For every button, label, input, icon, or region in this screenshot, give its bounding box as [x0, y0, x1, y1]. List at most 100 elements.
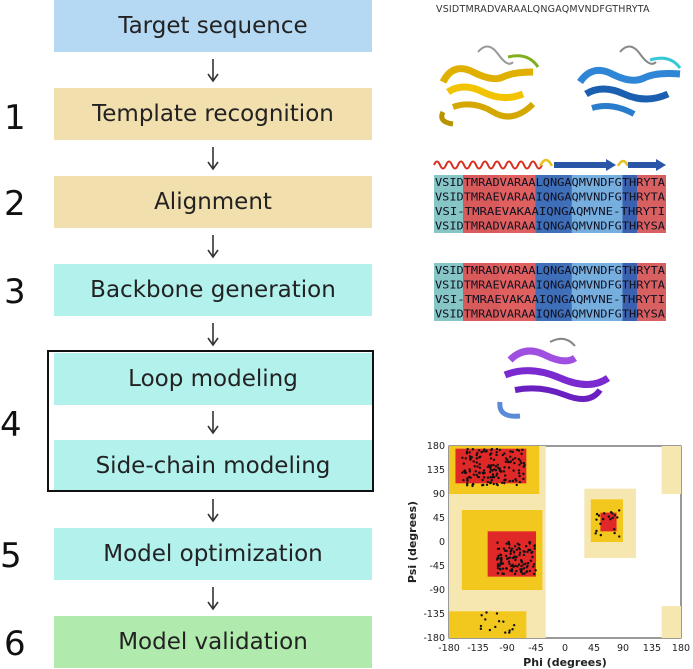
x-tick-label: -90 — [499, 643, 515, 654]
residue-point — [501, 567, 505, 570]
alignment-column — [477, 263, 486, 321]
step-label: Model optimization — [103, 541, 323, 567]
residue-point — [490, 447, 494, 451]
residue-point — [526, 561, 530, 565]
generous-region — [661, 446, 681, 494]
step-number-3: 3 — [4, 272, 26, 312]
residue-point — [507, 540, 510, 544]
residue-point — [613, 531, 616, 535]
residue-point — [522, 563, 525, 566]
residue-point — [516, 448, 519, 452]
alignment-column — [492, 263, 500, 321]
alignment-column — [658, 175, 666, 233]
residue-point — [482, 476, 486, 479]
residue-point — [492, 463, 495, 467]
down-arrow-icon — [207, 235, 219, 259]
residue-point — [466, 447, 469, 451]
alignment-column — [484, 175, 493, 233]
alignment-block-2: VSIDTMRADVARAALQNGAQMVNDFGTHRYTA VSIDTMRA… — [434, 263, 666, 321]
residue-point — [508, 546, 511, 550]
y-tick-label: -135 — [423, 609, 445, 620]
alignment-column — [448, 175, 457, 233]
residue-point — [507, 560, 511, 563]
step-alignment: Alignment — [54, 176, 372, 228]
residue-point — [480, 614, 483, 617]
residue-point — [512, 469, 515, 472]
y-tick-label: 180 — [427, 441, 445, 452]
residue-point — [471, 484, 474, 488]
residue-point — [508, 460, 512, 464]
residue-point — [505, 542, 508, 545]
residue-point — [481, 478, 484, 482]
residue-point — [515, 569, 518, 573]
residue-point — [502, 470, 506, 473]
residue-point — [485, 611, 488, 614]
residue-point — [517, 546, 521, 550]
alignment-column — [586, 263, 594, 321]
residue-point — [465, 484, 469, 487]
down-arrow-icon — [207, 59, 219, 83]
residue-point — [466, 482, 469, 485]
step-label: Side-chain modeling — [95, 453, 331, 479]
alignment-column — [513, 263, 522, 321]
residue-point — [485, 483, 489, 487]
residue-point — [512, 623, 516, 627]
x-tick-label: -135 — [467, 643, 489, 654]
residue-point — [524, 544, 528, 548]
y-tick-label: 0 — [439, 537, 445, 548]
residue-point — [603, 512, 606, 515]
residue-point — [511, 450, 514, 454]
residue-point — [497, 620, 501, 623]
ramachandran-plot: -180 -135 -90 -45 0 45 90 135 180 180 135 90 45 0 -45… — [406, 441, 690, 669]
residue-point — [495, 472, 499, 475]
step-number-1: 1 — [4, 98, 26, 138]
residue-point — [503, 474, 507, 477]
alignment-column — [644, 175, 652, 233]
residue-point — [531, 555, 534, 559]
residue-point — [489, 470, 492, 474]
residue-point — [489, 468, 493, 471]
residue-point — [495, 453, 498, 457]
residue-point — [520, 452, 523, 456]
residue-point — [470, 455, 473, 459]
alignment-column — [637, 263, 645, 321]
secondary-structure-bar — [433, 158, 666, 171]
residue-point — [488, 466, 492, 469]
residue-point — [517, 469, 521, 472]
residue-point — [491, 475, 495, 478]
residue-point — [498, 564, 501, 567]
residue-point — [519, 570, 523, 574]
residue-point — [609, 510, 613, 514]
residue-point — [601, 517, 605, 521]
residue-point — [510, 547, 514, 550]
residue-point — [525, 566, 528, 569]
step-target-sequence: Target sequence — [54, 0, 372, 52]
residue-point — [526, 550, 529, 554]
alignment-column — [506, 175, 515, 233]
residue-point — [530, 551, 533, 554]
alignment-column — [550, 263, 558, 321]
residue-point — [517, 471, 521, 475]
residue-point — [472, 460, 475, 463]
residue-point — [472, 473, 476, 476]
residue-point — [519, 459, 522, 462]
residue-point — [465, 451, 469, 455]
alignment-column — [593, 175, 602, 233]
residue-point — [511, 479, 515, 483]
residue-point — [479, 627, 483, 631]
residue-point — [496, 572, 500, 575]
residue-point — [532, 565, 535, 568]
residue-point — [468, 451, 471, 454]
residue-point — [522, 477, 525, 481]
residue-point — [480, 450, 483, 454]
residue-point — [513, 555, 516, 558]
residue-point — [503, 481, 506, 485]
x-tick-label: -180 — [438, 643, 460, 654]
step-model-optimization: Model optimization — [54, 528, 372, 580]
down-arrow-icon — [207, 147, 219, 171]
residue-point — [486, 480, 490, 484]
residue-point — [493, 468, 496, 471]
residue-point — [513, 461, 516, 465]
alignment-column — [608, 175, 616, 233]
step-number-5: 5 — [0, 536, 22, 576]
